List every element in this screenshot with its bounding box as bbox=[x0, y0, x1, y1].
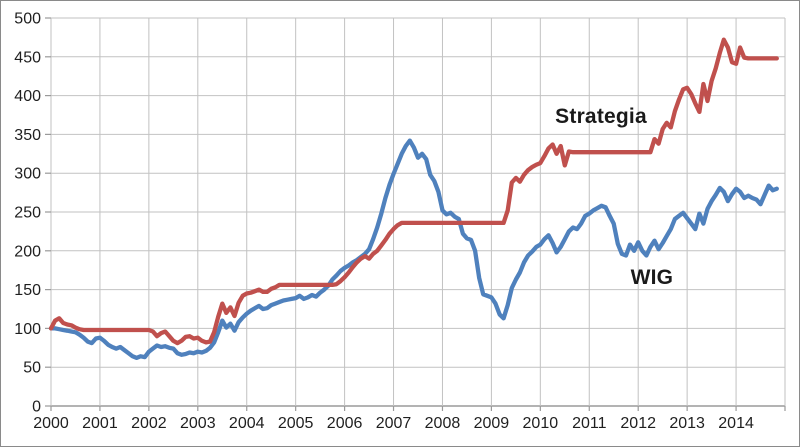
y-tick-label: 100 bbox=[14, 321, 41, 338]
y-tick-label: 250 bbox=[14, 205, 41, 222]
x-tick-label: 2014 bbox=[718, 415, 754, 432]
gridlines bbox=[50, 17, 786, 407]
x-tick-label: 2013 bbox=[669, 415, 705, 432]
x-tick-label: 2002 bbox=[131, 415, 167, 432]
x-tick-label: 2001 bbox=[82, 415, 118, 432]
y-tick-label: 0 bbox=[32, 399, 41, 416]
x-tick-label: 2008 bbox=[425, 415, 461, 432]
tick-labels: 0 50 100 150 200 250 300 350 400 450 500 2000 2001 20… bbox=[14, 11, 754, 433]
y-tick-label: 400 bbox=[14, 88, 41, 105]
y-tick-label: 300 bbox=[14, 166, 41, 183]
strategia-line bbox=[48, 37, 779, 346]
y-tick-label: 350 bbox=[14, 127, 41, 144]
series-label-wig: WIG bbox=[630, 265, 674, 289]
x-tick-label: 2004 bbox=[229, 415, 265, 432]
x-tick-label: 2011 bbox=[572, 415, 607, 432]
x-tick-label: 2000 bbox=[33, 415, 69, 432]
x-tick-label: 2003 bbox=[180, 415, 216, 432]
y-tick-label: 150 bbox=[14, 282, 41, 299]
y-tick-label: 500 bbox=[14, 11, 41, 28]
y-tick-label: 450 bbox=[14, 49, 41, 66]
series-lines bbox=[48, 37, 779, 361]
x-tick-label: 2010 bbox=[523, 415, 559, 432]
x-tick-label: 2012 bbox=[620, 415, 656, 432]
series-label-strategia: Strategia bbox=[555, 105, 647, 129]
x-tick-label: 2005 bbox=[278, 415, 314, 432]
y-tick-label: 50 bbox=[23, 360, 41, 377]
axes-ticks bbox=[45, 17, 786, 411]
x-tick-label: 2009 bbox=[474, 415, 510, 432]
x-tick-label: 2007 bbox=[376, 415, 412, 432]
wig-line bbox=[48, 138, 779, 361]
x-tick-label: 2006 bbox=[327, 415, 363, 432]
y-tick-label: 200 bbox=[14, 243, 41, 260]
